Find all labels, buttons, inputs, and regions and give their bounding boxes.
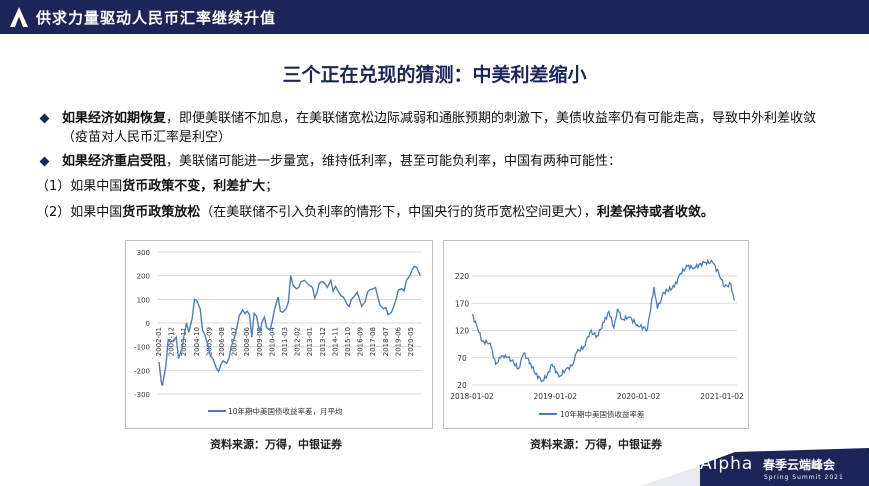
bullet-2-text: ，美联储可能进一步量宽，维持低利率，甚至可能负利率，中国有两种可能性： — [166, 154, 622, 169]
x-tick-label: 2005-09 — [205, 327, 213, 356]
source-right: 资料来源：万得，中银证券 — [530, 438, 662, 451]
bullet-1: 如果经济如期恢复，即便美联储不加息，在美联储宽松边际减弱和通胀预期的刺激下，美债… — [62, 109, 832, 147]
y-tick-label: 20 — [457, 381, 467, 390]
x-tick-label: 2012-02 — [294, 327, 302, 356]
x-tick-label: 2014-11 — [331, 327, 339, 356]
bullet-1-text: ，即便美联储不加息，在美联储宽松边际减弱和通胀预期的刺激下，美债收益率仍有可能走… — [62, 111, 817, 145]
x-tick-label: 2006-08 — [218, 327, 226, 356]
y-tick-label: 200 — [137, 273, 150, 281]
bullet-diamond-icon — [39, 113, 50, 124]
chart-left: 300 200 100 0 -100 -200 -300 2002-01 2002-12 2003… — [125, 240, 433, 429]
x-tick-label: 2020-01-02 — [617, 392, 661, 401]
x-tick-label: 2018-01-02 — [450, 392, 494, 401]
x-tick-label: 2004-10 — [193, 327, 201, 356]
x-tick-label: 2007-07 — [231, 327, 239, 356]
y-tick-label: 170 — [455, 299, 470, 308]
x-tick-label: 2020-05 — [407, 327, 415, 356]
x-tick-label: 2019-01-02 — [533, 392, 577, 401]
x-tick-label: 2008-06 — [243, 326, 251, 356]
x-tick-label: 2002-01 — [155, 327, 163, 356]
x-tick-label: 2013-12 — [319, 327, 327, 356]
x-tick-label: 2009-05 — [256, 327, 264, 356]
x-tick-label: 2011-03 — [281, 327, 289, 356]
bullet-2-bold: 如果经济重启受阻 — [62, 154, 167, 169]
case-1-bold: 货币政策不变，利差扩大 — [122, 179, 266, 194]
legend-label: 10年期中美国债收益率差，月平均 — [228, 406, 343, 416]
y-tick-label: 100 — [137, 296, 150, 304]
x-tick-label: 2013-01 — [306, 327, 314, 356]
case-2-bold-end: 利差保持或者收敛。 — [596, 205, 714, 220]
case-2-bold: 货币政策放松 — [122, 205, 201, 220]
chart-right: 20 70 120 170 220 2018-01-02 2019-01-02 2020-01… — [443, 240, 749, 429]
legend-label: 10年期中美国债收益率差 — [560, 409, 645, 419]
x-tick-label: 2016-09 — [357, 327, 365, 356]
case-1: （1）如果中国货币政策不变，利差扩大； — [36, 177, 836, 196]
y-tick-label: 120 — [455, 327, 470, 336]
footer-brand: Alpha — [700, 454, 754, 474]
y-tick-label: 0 — [146, 320, 150, 328]
case-1-prefix: （1）如果中国 — [36, 179, 123, 194]
case-2-mid: （在美联储不引入负利率的情形下，中国央行的货币宽松空间更大）， — [200, 205, 597, 220]
header-title: 供求力量驱动人民币汇率继续升值 — [36, 9, 277, 27]
x-tick-label: 2017-08 — [369, 327, 377, 356]
series-line — [158, 265, 421, 386]
bullet-1-bold: 如果经济如期恢复 — [62, 111, 167, 126]
x-tick-label: 2015-10 — [344, 327, 352, 356]
y-tick-label: -100 — [134, 344, 150, 352]
x-tick-label: 2003-11 — [180, 327, 188, 356]
footer-subtitle: Spring Summit 2021 — [764, 474, 844, 481]
y-tick-label: -200 — [134, 367, 150, 375]
footer-event: 春季云端峰会 — [763, 458, 836, 472]
case-2: （2）如果中国货币政策放松（在美联储不引入负利率的情形下，中国央行的货币宽松空间… — [36, 203, 856, 222]
x-tick-label: 2019-06 — [394, 326, 402, 356]
x-tick-label: 2018-07 — [382, 327, 390, 356]
bullet-diamond-icon — [39, 156, 50, 167]
case-1-tail: ； — [265, 179, 279, 194]
y-tick-label: 220 — [455, 272, 470, 281]
x-tick-label: 2021-01-02 — [700, 392, 744, 401]
x-tick-label: 2010-04 — [268, 326, 276, 356]
series-line — [471, 258, 735, 383]
y-tick-label: 70 — [457, 354, 467, 363]
y-tick-label: -300 — [134, 391, 150, 399]
slide-title: 三个正在兑现的猜测：中美利差缩小 — [282, 64, 587, 86]
bullet-2: 如果经济重启受阻，美联储可能进一步量宽，维持低利率，甚至可能负利率，中国有两种可… — [62, 152, 832, 171]
header-bar: 供求力量驱动人民币汇率继续升值 — [0, 0, 869, 34]
chart-right-svg: 20 70 120 170 220 2018-01-02 2019-01-02 2020-01… — [450, 258, 744, 419]
y-tick-label: 300 — [137, 249, 150, 257]
alpha-logo-icon — [10, 7, 28, 27]
source-left: 资料来源：万得，中银证券 — [210, 438, 342, 451]
case-2-prefix: （2）如果中国 — [36, 205, 123, 220]
